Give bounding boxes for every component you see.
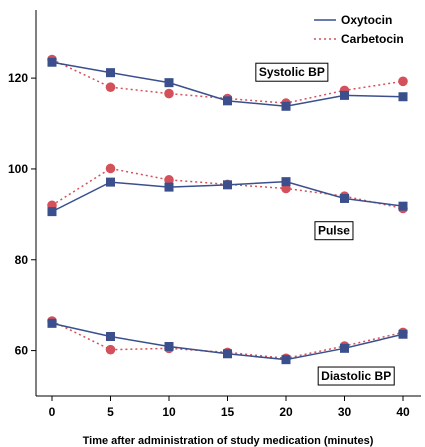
- point-oxytocin-pulse-0: [47, 207, 57, 217]
- legend-label-oxytocin: Oxytocin: [341, 13, 392, 27]
- point-carbetocin-pulse-10: [164, 175, 174, 185]
- point-oxytocin-diastolic-bp-30: [340, 343, 349, 353]
- point-oxytocin-pulse-5: [106, 177, 115, 187]
- annotation-pulse: Pulse: [314, 221, 354, 241]
- annotation-box-systolic-bp: [255, 62, 329, 82]
- point-carbetocin-systolic-bp-40: [398, 76, 408, 87]
- x-tick-label-10: 10: [162, 405, 176, 419]
- y-tick-label-100: 100: [8, 162, 28, 176]
- x-tick-label-30: 30: [338, 405, 352, 419]
- point-carbetocin-systolic-bp-5: [105, 82, 116, 92]
- point-oxytocin-systolic-bp-15: [223, 96, 232, 106]
- y-ticks: 60 80 100 120: [8, 71, 36, 358]
- annotation-diastolic-bp: Diastolic BP: [317, 366, 395, 386]
- series-layer: [47, 54, 408, 365]
- x-tick-label-15: 15: [221, 405, 235, 419]
- annotation-box-pulse: [314, 221, 354, 241]
- point-oxytocin-diastolic-bp-5: [106, 332, 115, 342]
- x-tick-label-5: 5: [107, 405, 114, 419]
- point-oxytocin-pulse-40: [398, 201, 408, 211]
- series-oxytocin: [47, 57, 408, 365]
- annotation-label-pulse: Pulse: [318, 224, 350, 238]
- point-oxytocin-pulse-20: [281, 177, 291, 187]
- point-oxytocin-diastolic-bp-15: [223, 349, 232, 359]
- point-oxytocin-pulse-30: [340, 193, 349, 203]
- x-tick-label-0: 0: [49, 405, 56, 419]
- point-carbetocin-systolic-bp-10: [164, 88, 174, 99]
- x-axis-title: Time after administration of study medic…: [83, 435, 374, 447]
- annotation-box-diastolic-bp: [317, 366, 395, 386]
- point-carbetocin-pulse-5: [105, 163, 116, 174]
- legend-label-carbetocin: Carbetocin: [341, 32, 404, 46]
- x-tick-label-40: 40: [396, 405, 410, 419]
- annotation-label-diastolic-bp: Diastolic BP: [321, 369, 391, 383]
- point-oxytocin-systolic-bp-5: [106, 68, 115, 78]
- point-oxytocin-pulse-10: [164, 182, 174, 192]
- y-tick-label-120: 120: [8, 71, 28, 85]
- point-oxytocin-systolic-bp-30: [340, 90, 349, 100]
- point-oxytocin-pulse-15: [223, 180, 232, 190]
- point-oxytocin-systolic-bp-0: [47, 57, 57, 67]
- x-ticks: 0 5 10 15 20 30 40: [49, 396, 410, 419]
- point-oxytocin-diastolic-bp-40: [398, 329, 408, 339]
- point-oxytocin-systolic-bp-20: [281, 101, 291, 111]
- y-tick-label-80: 80: [15, 253, 29, 267]
- axes: [35, 10, 421, 397]
- point-carbetocin-diastolic-bp-5: [105, 344, 116, 355]
- point-oxytocin-diastolic-bp-10: [164, 342, 174, 352]
- annotation-label-systolic-bp: Systolic BP: [259, 65, 325, 79]
- annotation-layer: Systolic BP Pulse Diastolic BP: [255, 62, 395, 386]
- point-oxytocin-diastolic-bp-0: [47, 318, 57, 328]
- y-tick-label-60: 60: [15, 344, 29, 358]
- point-oxytocin-diastolic-bp-20: [281, 355, 291, 365]
- point-oxytocin-systolic-bp-40: [398, 92, 408, 102]
- point-oxytocin-systolic-bp-10: [164, 78, 174, 88]
- x-tick-label-20: 20: [279, 405, 293, 419]
- legend: Oxytocin Carbetocin: [314, 13, 404, 46]
- annotation-systolic-bp: Systolic BP: [255, 62, 329, 82]
